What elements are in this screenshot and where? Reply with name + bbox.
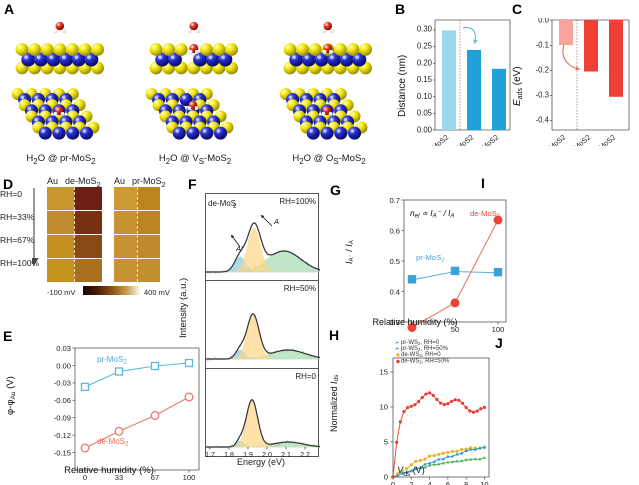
svg-text:-0.4: -0.4 [536,116,550,125]
svg-text:A: A [273,217,279,226]
svg-text:0.20: 0.20 [417,58,433,67]
svg-text:de-MoS2: de-MoS2 [97,437,129,448]
svg-text:15: 15 [380,368,388,377]
svg-text:-0.3: -0.3 [536,91,549,100]
svg-text:RH=50%: RH=50% [284,284,316,293]
svg-text:de-MoS2: de-MoS2 [470,209,500,219]
svg-text:10: 10 [380,403,388,412]
svg-text:0.6: 0.6 [389,227,400,236]
svg-text:4: 4 [427,480,431,485]
svg-text:8: 8 [464,480,468,485]
svg-text:pr-MoS2: pr-MoS2 [97,355,127,366]
svg-text:6: 6 [446,480,450,485]
svg-text:0.00: 0.00 [417,126,433,135]
svg-text:RH=0: RH=0 [295,372,316,381]
svg-text:-0.2: -0.2 [536,66,549,75]
svg-text:-0.09: -0.09 [54,414,71,423]
svg-text:0.5: 0.5 [389,257,400,266]
svg-text:-0.03: -0.03 [54,379,71,388]
svg-text:RH=100%: RH=100% [279,197,316,206]
svg-text:0.15: 0.15 [417,75,433,84]
svg-text:0: 0 [391,480,395,485]
svg-text:-0.06: -0.06 [54,396,71,405]
svg-text:0.03: 0.03 [56,344,71,353]
svg-text:-0.12: -0.12 [54,431,71,440]
svg-text:5: 5 [384,438,388,447]
svg-text:2: 2 [233,204,237,210]
svg-text:-0.15: -0.15 [54,449,71,458]
svg-text:0.7: 0.7 [389,196,400,205]
svg-text:0.4: 0.4 [389,288,400,297]
svg-text:100: 100 [183,473,196,482]
svg-text:0.05: 0.05 [417,109,433,118]
svg-text:2: 2 [409,480,413,485]
svg-text:100: 100 [492,325,505,334]
svg-text:nel ∝ IA⁻ / IA: nel ∝ IA⁻ / IA [410,208,455,220]
svg-text:de-WS2, RH=50%: de-WS2, RH=50% [401,359,450,365]
svg-text:pr-MoS2: pr-MoS2 [423,133,450,146]
svg-text:0.25: 0.25 [417,42,433,51]
svg-text:0.30: 0.30 [417,25,433,34]
svg-text:pr-MoS2: pr-MoS2 [540,133,567,146]
svg-text:0.10: 0.10 [417,92,433,101]
svg-text:0.0: 0.0 [538,18,550,25]
svg-text:pr-MoS2: pr-MoS2 [416,253,444,263]
svg-text:-0.1: -0.1 [536,41,549,50]
svg-text:de-WS2, RH=0: de-WS2, RH=0 [401,352,441,358]
svg-text:0.00: 0.00 [56,361,71,370]
svg-text:10: 10 [480,480,488,485]
